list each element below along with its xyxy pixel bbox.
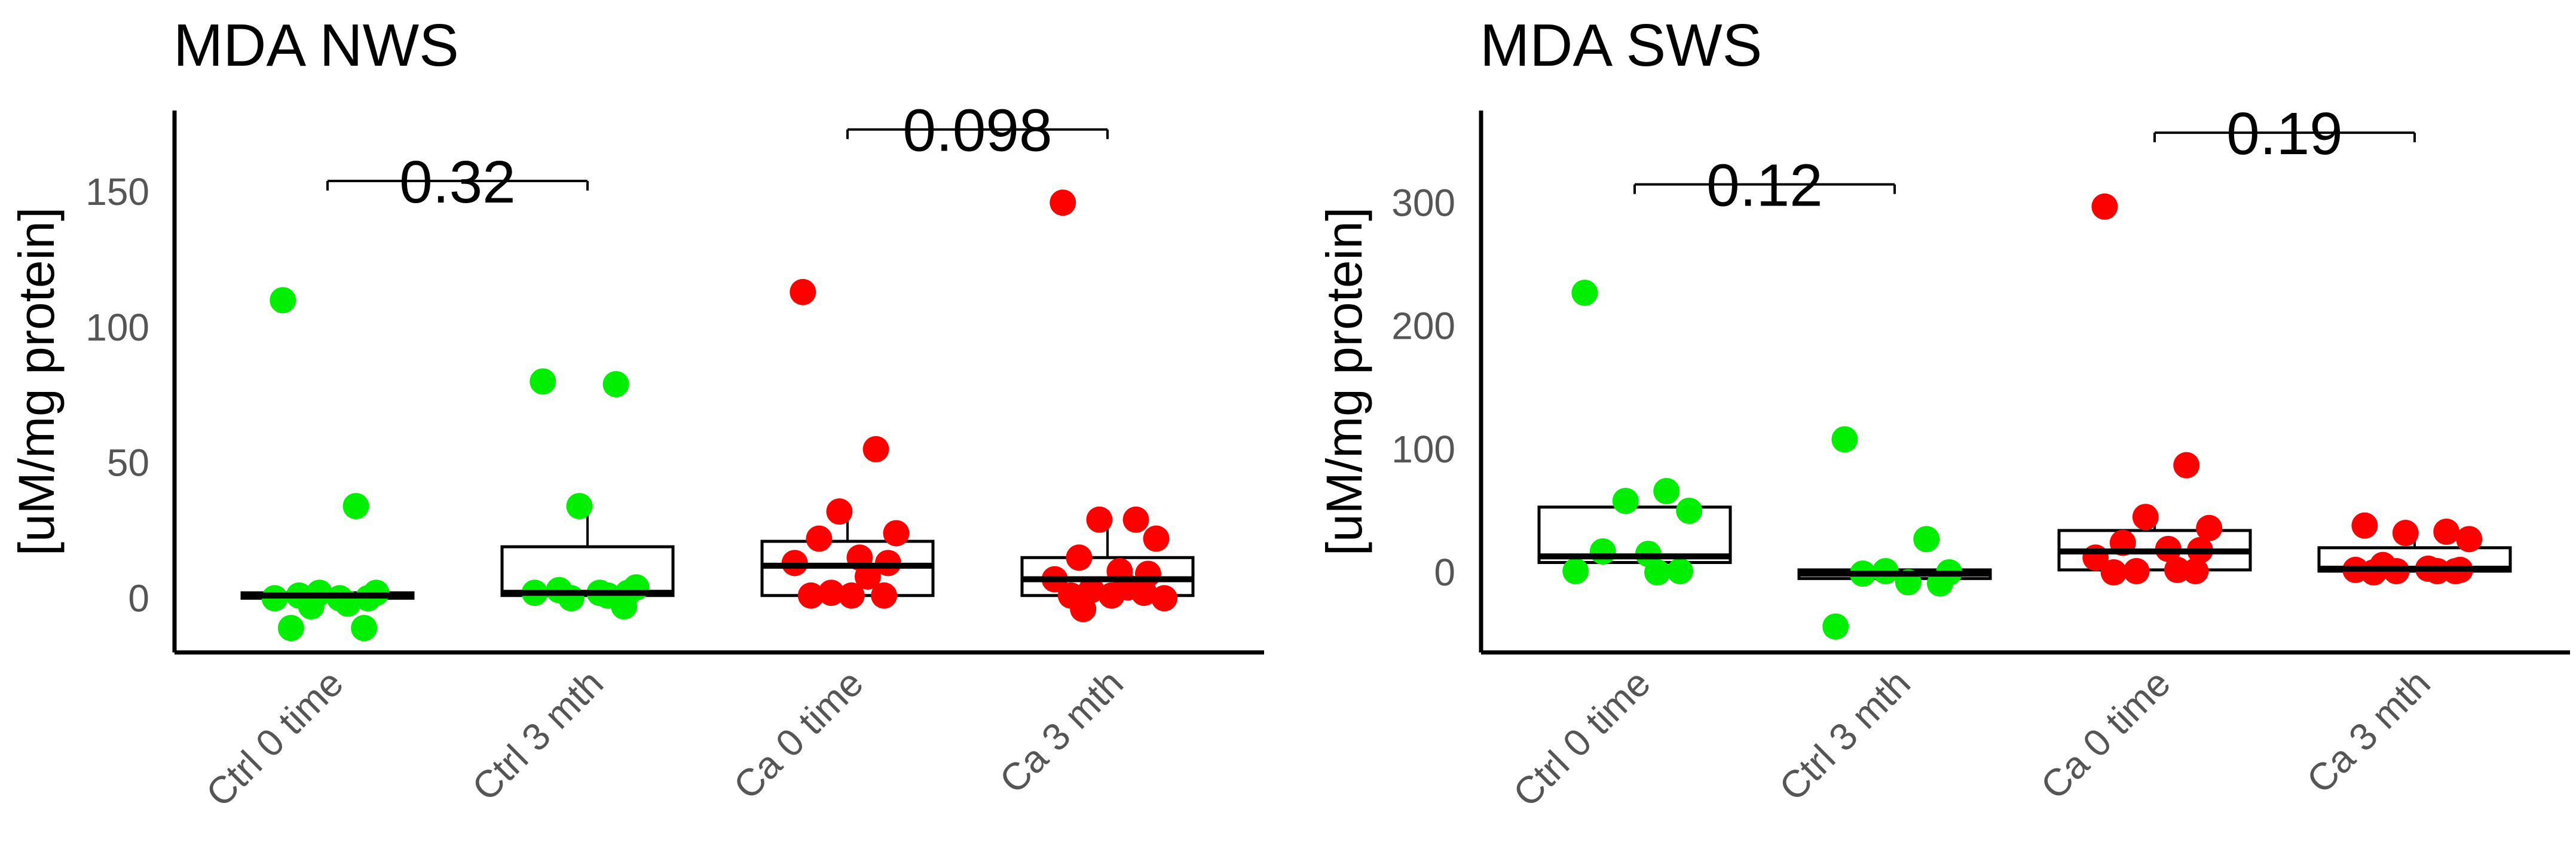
y-tick-label: 150	[85, 170, 149, 213]
data-point	[2351, 512, 2378, 539]
panel-mda-sws: MDA SWS [uM/mg protein] 0 100 200 300 Ctrl 0 t…	[1316, 12, 2570, 815]
data-point	[2456, 526, 2483, 553]
data-point	[806, 525, 833, 552]
data-point	[862, 436, 889, 462]
data-point	[1122, 506, 1149, 533]
y-tick-label: 200	[1391, 305, 1455, 348]
data-point	[2196, 514, 2223, 541]
p-value-label: 0.098	[902, 97, 1052, 164]
data-point	[2182, 557, 2209, 584]
data-point	[883, 520, 910, 547]
chart-title: MDA NWS	[173, 12, 459, 79]
x-tick-label: Ca 0 time	[725, 661, 871, 808]
data-point	[611, 593, 638, 620]
data-point	[1143, 525, 1170, 552]
data-point	[826, 498, 853, 525]
data-point	[342, 493, 369, 520]
data-point	[1151, 585, 1178, 612]
data-point	[854, 563, 881, 590]
data-point	[1050, 189, 1076, 216]
data-point	[1562, 557, 1589, 584]
data-point	[1612, 488, 1639, 514]
y-tick-label: 100	[85, 306, 149, 349]
data-point	[2392, 520, 2419, 547]
data-point	[2100, 559, 2127, 586]
x-tick-label: Ctrl 0 time	[198, 661, 351, 815]
p-value-label: 0.19	[2226, 100, 2343, 167]
data-point	[1070, 596, 1097, 623]
data-point	[2360, 559, 2387, 586]
y-axis-label: [uM/mg protein]	[8, 207, 65, 556]
data-point	[838, 582, 865, 609]
y-tick-label: 0	[1434, 551, 1455, 594]
x-tick-label: Ctrl 3 mth	[464, 661, 611, 809]
data-point	[566, 493, 593, 520]
data-point	[818, 580, 845, 606]
x-tick-label: Ca 3 mth	[991, 661, 1131, 802]
p-value-label: 0.32	[399, 149, 516, 216]
y-tick-label: 300	[1391, 182, 1455, 225]
data-point	[530, 368, 556, 395]
data-point	[298, 593, 325, 620]
data-point	[1098, 582, 1125, 609]
data-point	[2132, 504, 2159, 531]
data-point	[1131, 580, 1158, 606]
data-point	[2173, 452, 2200, 479]
data-point	[1086, 506, 1113, 533]
data-point	[2123, 557, 2150, 584]
chart-title: MDA SWS	[1480, 12, 1762, 79]
data-point	[602, 371, 629, 398]
data-point	[1822, 613, 1849, 640]
data-point	[277, 615, 304, 642]
x-tick-label: Ca 0 time	[2032, 661, 2179, 808]
data-point	[1571, 280, 1598, 306]
data-point	[797, 582, 824, 609]
panel-mda-nws: MDA NWS [uM/mg protein] 0 50 100 150 Ctrl 0 ti…	[8, 12, 1264, 815]
y-tick-label: 50	[107, 442, 149, 485]
data-point	[1913, 526, 1940, 553]
data-point	[871, 582, 898, 609]
data-point	[1667, 557, 1693, 584]
x-tick-label: Ctrl 3 mth	[1771, 661, 1919, 809]
data-point	[2091, 193, 2118, 220]
data-point	[1831, 426, 1858, 453]
data-point	[1653, 477, 1680, 504]
y-tick-label: 100	[1391, 428, 1455, 471]
data-point	[790, 278, 816, 305]
x-tick-label: Ctrl 0 time	[1505, 661, 1659, 815]
y-axis-label: [uM/mg protein]	[1316, 207, 1372, 556]
x-tick-label: Ca 3 mth	[2298, 661, 2439, 802]
data-point	[1589, 538, 1616, 565]
data-point	[1676, 497, 1703, 524]
data-point	[351, 615, 378, 642]
data-point	[2433, 518, 2460, 545]
data-point	[1066, 544, 1093, 571]
data-point	[1644, 559, 1671, 586]
data-point	[270, 287, 296, 314]
y-tick-label: 0	[128, 577, 149, 620]
data-point	[558, 585, 585, 612]
p-value-label: 0.12	[1706, 152, 1823, 219]
data-point	[1927, 570, 1953, 597]
